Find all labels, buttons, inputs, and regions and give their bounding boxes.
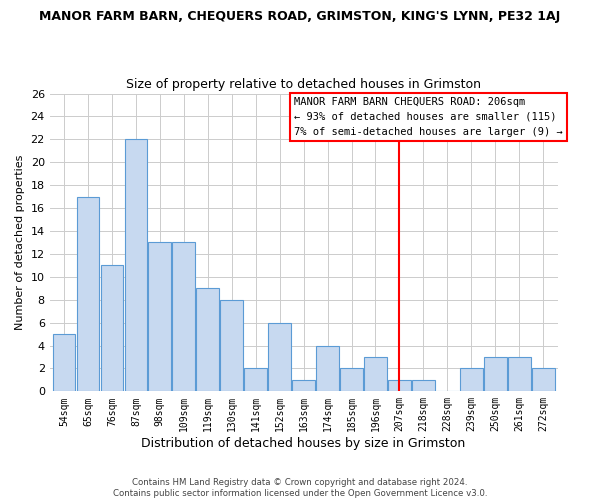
Bar	[292, 380, 315, 392]
Bar	[460, 368, 482, 392]
Title: Size of property relative to detached houses in Grimston: Size of property relative to detached ho…	[126, 78, 481, 91]
Bar	[101, 266, 124, 392]
Bar	[412, 380, 435, 392]
Bar	[220, 300, 243, 392]
Bar	[364, 357, 387, 392]
Bar	[484, 357, 506, 392]
Bar	[125, 140, 147, 392]
Y-axis label: Number of detached properties: Number of detached properties	[15, 155, 25, 330]
Text: MANOR FARM BARN, CHEQUERS ROAD, GRIMSTON, KING'S LYNN, PE32 1AJ: MANOR FARM BARN, CHEQUERS ROAD, GRIMSTON…	[40, 10, 560, 23]
Bar	[268, 322, 291, 392]
Text: Contains HM Land Registry data © Crown copyright and database right 2024.
Contai: Contains HM Land Registry data © Crown c…	[113, 478, 487, 498]
Bar	[172, 242, 195, 392]
Bar	[77, 196, 100, 392]
Bar	[388, 380, 411, 392]
Bar	[196, 288, 219, 392]
Bar	[316, 346, 339, 392]
Text: MANOR FARM BARN CHEQUERS ROAD: 206sqm
← 93% of detached houses are smaller (115): MANOR FARM BARN CHEQUERS ROAD: 206sqm ← …	[294, 97, 563, 136]
Bar	[53, 334, 76, 392]
Bar	[532, 368, 554, 392]
X-axis label: Distribution of detached houses by size in Grimston: Distribution of detached houses by size …	[142, 437, 466, 450]
Bar	[148, 242, 171, 392]
Bar	[508, 357, 530, 392]
Bar	[244, 368, 267, 392]
Bar	[340, 368, 363, 392]
